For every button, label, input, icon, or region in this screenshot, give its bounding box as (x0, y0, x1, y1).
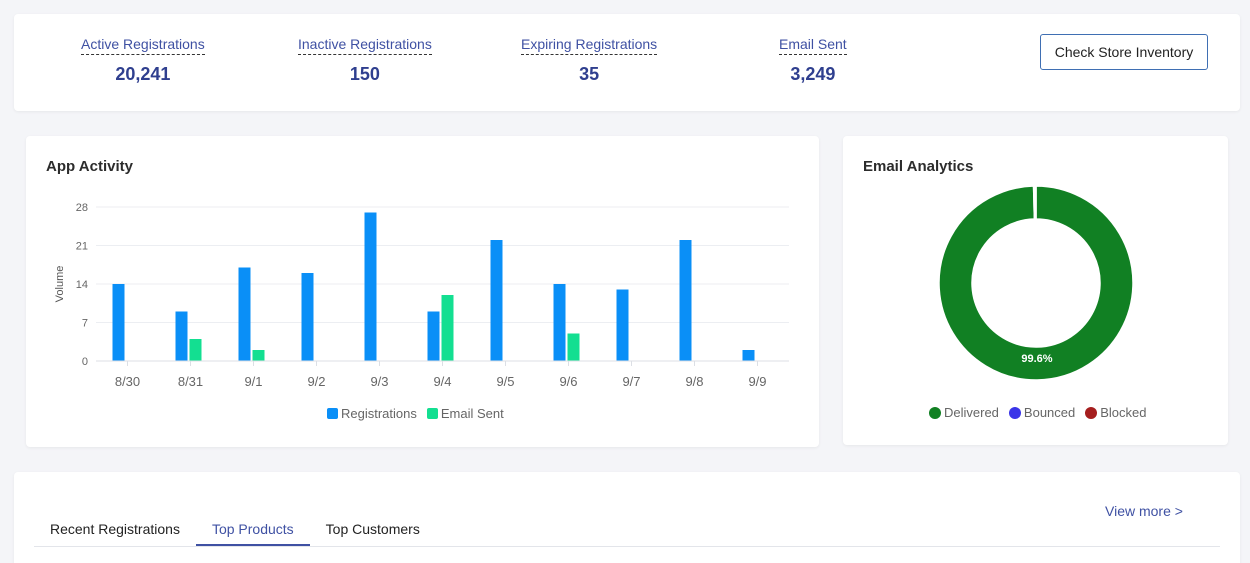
x-tick-label: 8/30 (115, 374, 140, 389)
app-activity-title: App Activity (46, 158, 133, 175)
blocked-dot-icon (1085, 406, 1098, 419)
x-tick-label: 9/1 (244, 374, 262, 389)
donut-data-label: 99.6% (1021, 353, 1052, 365)
stat-value: 35 (579, 64, 600, 84)
bar-registrations (490, 240, 503, 361)
legend-item-blocked[interactable]: Blocked (1085, 405, 1147, 420)
donut-slice-blocked (1034, 185, 1037, 220)
email-analytics-card: 99.6% Email Analytics Delivered Bounced … (843, 136, 1228, 445)
bar-registrations (238, 267, 251, 361)
stat-inactive-registrations: Inactive Registrations 150 (298, 36, 432, 85)
delivered-dot-icon (929, 406, 941, 419)
stat-label[interactable]: Active Registrations (81, 36, 205, 55)
legend-label: Email Sent (440, 406, 504, 421)
legend-item-delivered[interactable]: Delivered (929, 405, 999, 420)
x-tick-label: 9/4 (433, 374, 451, 389)
stat-label[interactable]: Inactive Registrations (298, 36, 432, 55)
x-tick-label: 9/3 (370, 374, 388, 389)
x-tick-label: 9/8 (685, 374, 703, 389)
tab-top-customers[interactable]: Top Customers (325, 521, 420, 537)
legend-item-bounced[interactable]: Bounced (1008, 405, 1076, 420)
legend-item-email-sent[interactable]: Email Sent (426, 406, 504, 421)
y-tick-label: 0 (82, 356, 88, 368)
tabs-card: View more > Recent Registrations Top Pro… (14, 472, 1240, 563)
stat-label[interactable]: Email Sent (779, 36, 847, 55)
app-activity-legend: Registrations Email Sent (327, 406, 504, 421)
x-tick-label: 9/7 (622, 374, 640, 389)
bar-registrations (616, 289, 629, 361)
bar-registrations (742, 350, 755, 361)
y-tick-label: 7 (82, 318, 88, 330)
stat-label[interactable]: Expiring Registrations (521, 36, 658, 55)
tab-top-products[interactable]: Top Products (195, 512, 310, 546)
stat-value: 150 (349, 64, 380, 84)
app-activity-card: 0 7 14 21 28 Volume 8/30 8/31 9/1 9/2 9/3 9/4 9/5 9/6… (26, 136, 819, 447)
y-tick-label: 28 (76, 202, 88, 214)
legend-label: Bounced (1023, 405, 1076, 420)
stat-email-sent: Email Sent 3,249 (779, 36, 847, 85)
x-tick-label: 8/31 (178, 374, 203, 389)
bar-registrations (112, 284, 125, 361)
view-more-link[interactable]: View more > (1105, 503, 1183, 519)
legend-label: Registrations (341, 406, 417, 421)
y-tick-label: 21 (76, 241, 88, 253)
app-activity-chart: 0 7 14 21 28 Volume 8/30 8/31 9/1 9/2 9/3 9/4 9/5 9/6… (54, 202, 789, 389)
stat-value: 20,241 (115, 64, 171, 84)
bar-email-sent (441, 295, 454, 361)
email-sent-swatch-icon (426, 408, 438, 419)
check-store-inventory-button[interactable]: Check Store Inventory (1040, 34, 1208, 70)
registrations-swatch-icon (327, 408, 338, 419)
legend-item-registrations[interactable]: Registrations (327, 406, 417, 421)
email-analytics-legend: Delivered Bounced Blocked (929, 405, 1147, 420)
email-analytics-title: Email Analytics (863, 158, 974, 175)
x-tick-label: 9/9 (748, 374, 766, 389)
bar-registrations (427, 311, 440, 361)
legend-label: Delivered (944, 405, 999, 420)
bar-registrations (364, 212, 377, 361)
bar-registrations (679, 240, 692, 361)
bar-email-sent (189, 339, 202, 361)
bar-registrations (175, 311, 188, 361)
legend-label: Blocked (1100, 405, 1147, 420)
bar-email-sent (252, 350, 265, 361)
bounced-dot-icon (1008, 406, 1021, 419)
stat-value: 3,249 (790, 64, 836, 84)
donut-slice-delivered (938, 185, 1134, 381)
stat-active-registrations: Active Registrations 20,241 (81, 36, 205, 85)
y-axis-label: Volume (54, 266, 66, 303)
x-tick-label: 9/2 (307, 374, 325, 389)
email-analytics-chart: 99.6% (938, 185, 1134, 381)
tab-recent-registrations[interactable]: Recent Registrations (50, 521, 180, 537)
bar-registrations (553, 284, 566, 361)
x-tick-label: 9/6 (559, 374, 577, 389)
bar-email-sent (567, 333, 580, 361)
stats-card: Active Registrations 20,241 Inactive Reg… (14, 14, 1240, 111)
x-tick-label: 9/5 (496, 374, 514, 389)
y-tick-label: 14 (76, 279, 88, 291)
bar-registrations (301, 273, 314, 361)
stat-expiring-registrations: Expiring Registrations 35 (521, 36, 658, 85)
tab-bar: Recent Registrations Top Products Top Cu… (34, 512, 1220, 547)
